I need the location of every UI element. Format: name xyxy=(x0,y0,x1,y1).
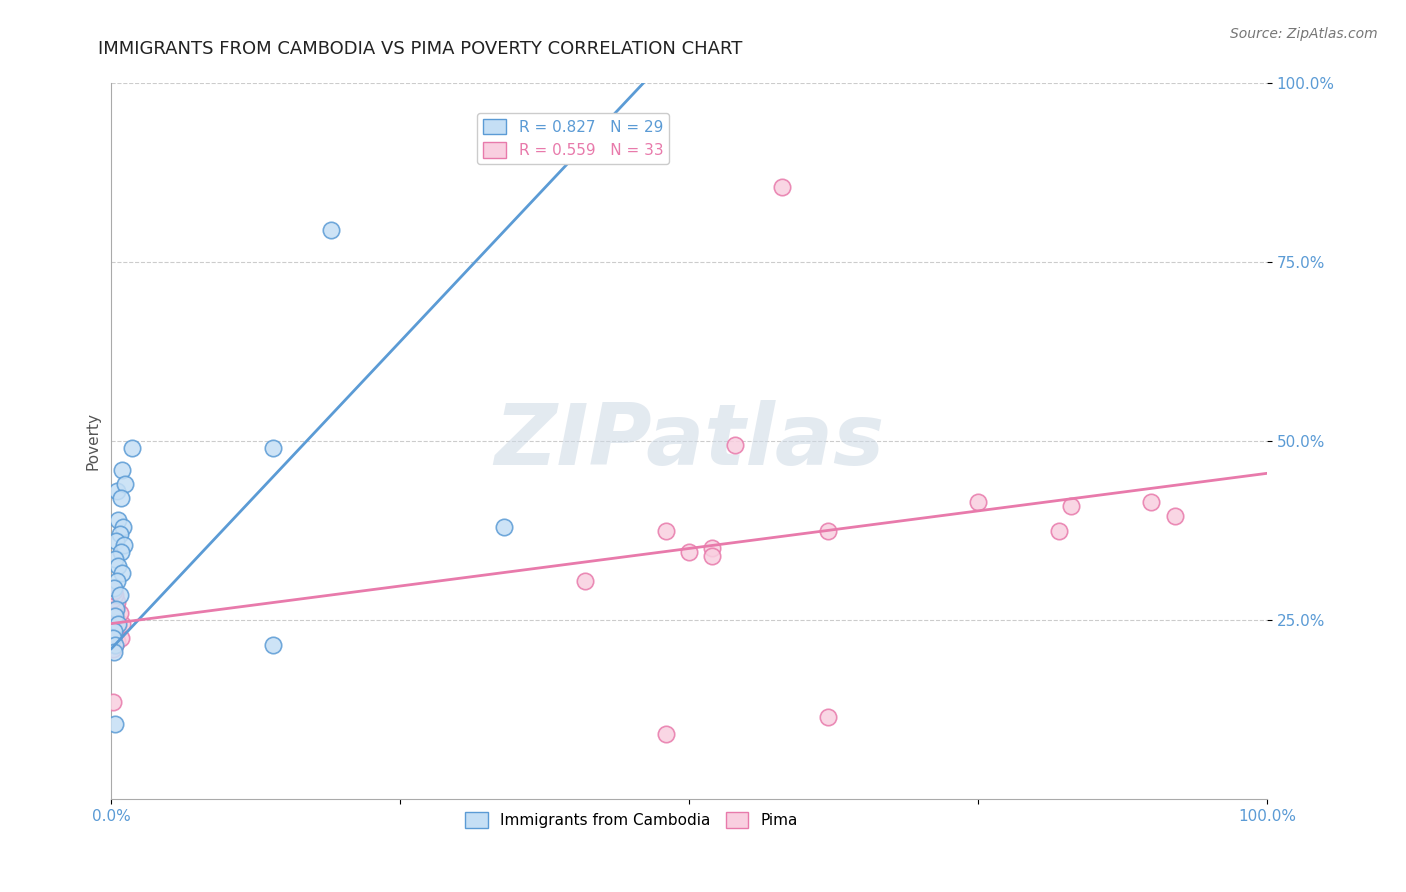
Point xyxy=(105,534,128,549)
Point xyxy=(1059,499,1081,513)
Text: IMMIGRANTS FROM CAMBODIA VS PIMA POVERTY CORRELATION CHART: IMMIGRANTS FROM CAMBODIA VS PIMA POVERTY… xyxy=(98,40,742,58)
Point xyxy=(111,616,134,631)
Point xyxy=(101,591,124,606)
Point xyxy=(103,627,125,641)
Point xyxy=(107,513,129,527)
Text: ZIPatlas: ZIPatlas xyxy=(494,400,884,483)
Point xyxy=(104,638,127,652)
Point xyxy=(101,641,124,656)
Point xyxy=(103,581,125,595)
Point xyxy=(103,584,125,599)
Point xyxy=(104,588,127,602)
Point xyxy=(655,727,678,741)
Point xyxy=(678,545,700,559)
Point xyxy=(262,638,284,652)
Point xyxy=(101,613,124,627)
Point xyxy=(105,599,128,613)
Point xyxy=(105,602,128,616)
Point xyxy=(574,574,596,588)
Point xyxy=(105,595,128,609)
Point xyxy=(655,524,678,538)
Text: Source: ZipAtlas.com: Source: ZipAtlas.com xyxy=(1230,27,1378,41)
Point xyxy=(107,616,129,631)
Point xyxy=(111,520,134,534)
Point xyxy=(105,624,128,638)
Point xyxy=(101,695,124,709)
Point xyxy=(121,442,143,456)
Point xyxy=(103,602,125,616)
Point xyxy=(108,588,131,602)
Point xyxy=(105,484,128,499)
Point xyxy=(112,538,135,552)
Point xyxy=(817,709,839,723)
Point xyxy=(111,566,134,581)
Point xyxy=(319,223,342,237)
Point xyxy=(104,552,127,566)
Point xyxy=(1140,495,1163,509)
Point xyxy=(101,631,124,645)
Point xyxy=(104,609,127,624)
Point xyxy=(770,180,793,194)
Point xyxy=(110,491,132,506)
Legend: Immigrants from Cambodia, Pima: Immigrants from Cambodia, Pima xyxy=(458,805,804,834)
Point xyxy=(105,634,128,648)
Y-axis label: Poverty: Poverty xyxy=(86,412,100,470)
Point xyxy=(107,559,129,574)
Point xyxy=(262,442,284,456)
Point xyxy=(103,624,125,638)
Point xyxy=(104,638,127,652)
Point xyxy=(105,574,128,588)
Point xyxy=(1047,524,1070,538)
Point xyxy=(107,620,129,634)
Point xyxy=(1163,509,1185,524)
Point xyxy=(103,645,125,659)
Point xyxy=(702,549,724,563)
Point xyxy=(111,463,134,477)
Point xyxy=(724,438,747,452)
Point xyxy=(110,631,132,645)
Point xyxy=(108,606,131,620)
Point xyxy=(967,495,990,509)
Point xyxy=(104,609,127,624)
Point xyxy=(104,716,127,731)
Point xyxy=(702,541,724,556)
Point xyxy=(114,477,136,491)
Point xyxy=(110,545,132,559)
Point xyxy=(108,527,131,541)
Point xyxy=(494,520,516,534)
Point xyxy=(817,524,839,538)
